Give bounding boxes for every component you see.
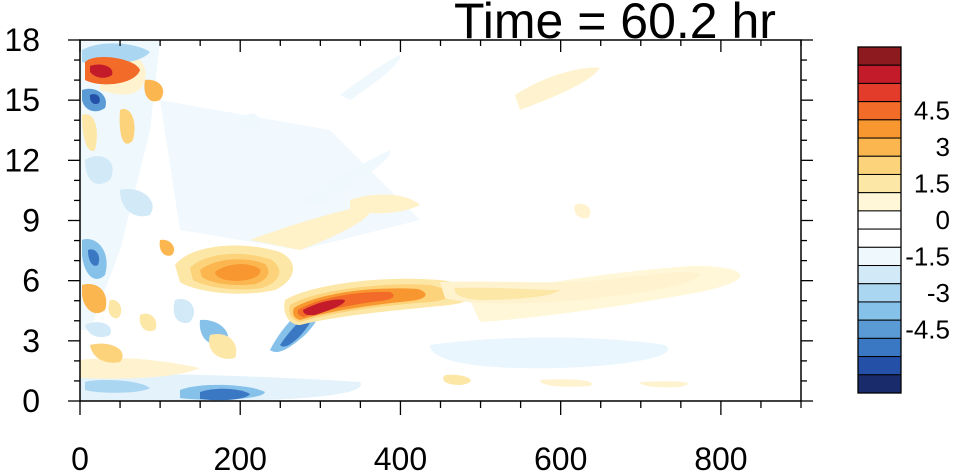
colorbar-tick-label: -3 bbox=[927, 278, 950, 308]
contour-band bbox=[443, 374, 471, 385]
contour-band bbox=[454, 287, 560, 300]
contour-band bbox=[108, 299, 122, 319]
contour-band bbox=[239, 113, 259, 130]
y-tick-label: 18 bbox=[4, 22, 40, 58]
colorbar-box bbox=[857, 319, 902, 339]
colorbar-box bbox=[857, 119, 902, 139]
x-tick-label: 800 bbox=[694, 441, 747, 473]
contour-band bbox=[303, 299, 345, 316]
colorbar-box bbox=[857, 155, 902, 175]
colorbar-box bbox=[857, 82, 902, 103]
contour-band bbox=[88, 249, 100, 266]
colorbar-box bbox=[857, 356, 902, 376]
x-tick-label: 400 bbox=[374, 441, 427, 473]
colorbar-tick-label: -4.5 bbox=[905, 314, 950, 344]
contour-band bbox=[300, 150, 391, 205]
colorbar-box bbox=[857, 374, 902, 394]
colorbar-box bbox=[857, 46, 902, 66]
colorbar-tick-label: 0 bbox=[936, 205, 950, 235]
colorbar-tick-label: 3 bbox=[936, 132, 950, 162]
y-tick-label: 9 bbox=[22, 203, 40, 239]
colorbar-tick-label: 4.5 bbox=[914, 96, 950, 126]
contour-band bbox=[173, 299, 195, 324]
contour-band bbox=[85, 56, 140, 85]
contour-band bbox=[574, 203, 591, 219]
contour-band bbox=[250, 205, 372, 250]
contour-band bbox=[85, 322, 111, 338]
colorbar-tick-label: 1.5 bbox=[914, 169, 950, 199]
contour-band bbox=[640, 381, 688, 388]
contour-band bbox=[144, 79, 164, 102]
contour-band bbox=[85, 156, 113, 184]
x-tick-label: 200 bbox=[214, 441, 267, 473]
contour-band bbox=[119, 109, 135, 144]
y-tick-label: 15 bbox=[4, 82, 40, 118]
contour-field bbox=[80, 40, 741, 401]
colorbar-box bbox=[857, 283, 902, 303]
x-tick-label: 600 bbox=[534, 441, 587, 473]
y-tick-label: 3 bbox=[22, 323, 40, 359]
contour-band bbox=[82, 284, 107, 314]
chart-title: Time = 60.2 hr bbox=[454, 0, 776, 49]
colorbar: 4.5 3 1.5 0 -1.5 -3 -4.5 bbox=[857, 46, 950, 394]
colorbar-tick-label: -1.5 bbox=[905, 241, 950, 271]
contour-band bbox=[80, 357, 200, 379]
colorbar-box bbox=[857, 265, 902, 285]
contour-band bbox=[430, 337, 669, 369]
y-tick-label: 0 bbox=[22, 383, 40, 419]
y-tick-label: 12 bbox=[4, 142, 40, 178]
colorbar-frame bbox=[857, 46, 902, 394]
contour-band bbox=[90, 343, 123, 363]
contour-band bbox=[209, 334, 237, 359]
colorbar-box bbox=[857, 137, 902, 157]
contour-band bbox=[85, 380, 150, 393]
colorbar-box bbox=[857, 246, 902, 267]
colorbar-box bbox=[857, 210, 902, 230]
axes: 0 200 400 600 800 0 3 6 9 12 15 18 bbox=[4, 22, 813, 473]
contour-band bbox=[215, 264, 261, 281]
contour-band bbox=[540, 379, 592, 387]
contour-band bbox=[340, 55, 401, 100]
colorbar-box bbox=[857, 64, 902, 84]
contour-band bbox=[350, 194, 420, 214]
y-tick-label: 6 bbox=[22, 263, 40, 299]
x-tick-label: 0 bbox=[71, 441, 89, 473]
colorbar-box bbox=[857, 173, 902, 194]
contour-band bbox=[120, 189, 153, 217]
colorbar-box bbox=[857, 101, 902, 121]
contour-band bbox=[139, 313, 157, 332]
contour-band bbox=[90, 64, 113, 78]
contour-band bbox=[82, 114, 97, 151]
colorbar-box bbox=[857, 228, 902, 248]
contour-band bbox=[515, 67, 600, 110]
colorbar-box bbox=[857, 301, 902, 321]
contour-band bbox=[200, 388, 250, 401]
colorbar-box bbox=[857, 192, 902, 212]
contour-band bbox=[159, 239, 175, 256]
colorbar-box bbox=[857, 337, 902, 358]
contour-band bbox=[89, 94, 100, 105]
